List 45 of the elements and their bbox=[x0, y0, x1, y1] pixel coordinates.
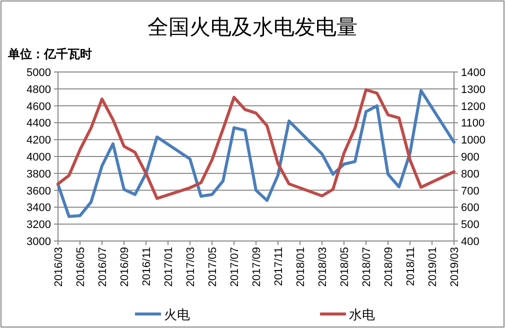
y-tick-label: 4800 bbox=[26, 84, 51, 96]
x-tick-label: 2018/07 bbox=[361, 247, 373, 287]
x-tick-label: 2019/03 bbox=[449, 247, 461, 287]
y-tick-label: 3400 bbox=[26, 202, 51, 214]
x-tick-label: 2016/11 bbox=[141, 247, 153, 286]
y-tick-label: 4600 bbox=[26, 100, 51, 113]
y-tick-label: 3200 bbox=[26, 219, 51, 232]
x-tick-label: 2016/07 bbox=[97, 247, 109, 287]
x-tick-label: 2017/03 bbox=[185, 247, 197, 287]
y2-tick-label: 1300 bbox=[461, 84, 486, 96]
y2-tick-label: 900 bbox=[461, 152, 480, 164]
y2-tick-label: 1000 bbox=[461, 134, 486, 147]
x-tick-label: 2019/01 bbox=[427, 247, 439, 287]
x-tick-label: 2017/11 bbox=[273, 247, 285, 286]
x-tick-label: 2018/09 bbox=[383, 247, 395, 287]
legend-label: 火电 bbox=[164, 307, 190, 322]
x-tick-label: 2018/11 bbox=[405, 247, 417, 286]
text: 单位：亿千瓦时 bbox=[7, 47, 92, 61]
y-tick-label: 3800 bbox=[26, 168, 51, 180]
y2-tick-label: 500 bbox=[461, 219, 480, 232]
x-tick-label: 2018/03 bbox=[317, 247, 329, 287]
x-tick-label: 2018/01 bbox=[295, 247, 307, 287]
y2-tick-label: 700 bbox=[461, 185, 480, 198]
y2-tick-label: 800 bbox=[461, 168, 480, 180]
y-tick-label: 5000 bbox=[26, 67, 51, 79]
y-tick-label: 4400 bbox=[26, 118, 51, 130]
y2-tick-label: 600 bbox=[461, 202, 480, 214]
y-tick-label: 3000 bbox=[26, 236, 51, 248]
y2-tick-label: 1200 bbox=[461, 100, 486, 113]
x-tick-label: 2018/05 bbox=[339, 247, 351, 287]
x-tick-label: 2016/09 bbox=[119, 247, 131, 287]
legend-label: 水电 bbox=[349, 307, 375, 322]
y-tick-label: 3600 bbox=[26, 185, 51, 198]
x-tick-label: 2017/07 bbox=[229, 247, 241, 287]
x-tick-label: 2017/05 bbox=[207, 247, 219, 287]
chart-title: 全国火电及水电发电量 bbox=[148, 16, 358, 39]
y2-tick-label: 1100 bbox=[461, 118, 485, 130]
x-tick-label: 2017/09 bbox=[251, 247, 263, 287]
y-tick-label: 4200 bbox=[26, 134, 51, 147]
y2-tick-label: 400 bbox=[461, 236, 480, 248]
y2-tick-label: 1400 bbox=[461, 67, 486, 79]
y-tick-label: 4000 bbox=[26, 152, 51, 164]
x-tick-label: 2016/03 bbox=[53, 247, 65, 287]
x-tick-label: 2017/01 bbox=[163, 247, 175, 287]
x-tick-label: 2016/05 bbox=[75, 247, 87, 287]
